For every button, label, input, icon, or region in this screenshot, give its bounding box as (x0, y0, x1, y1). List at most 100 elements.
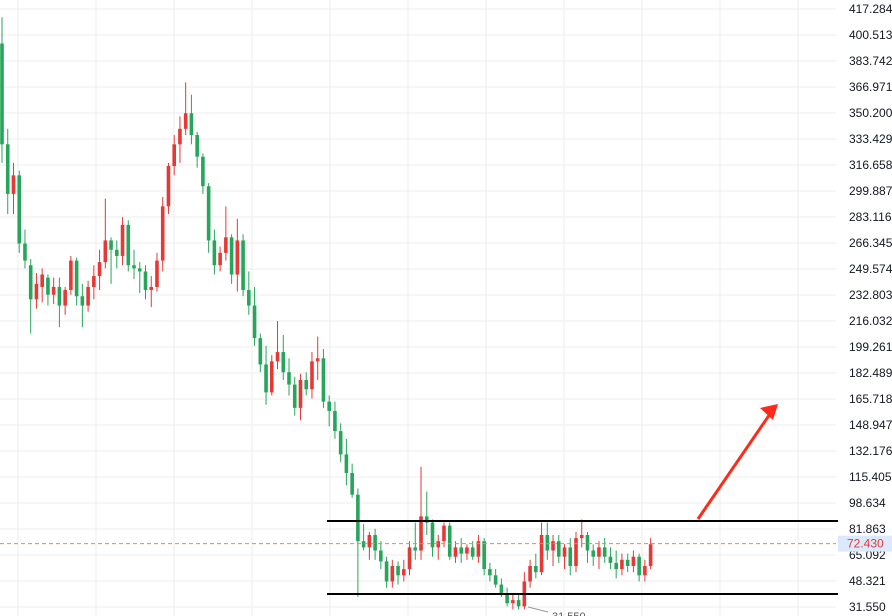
candle-body (597, 547, 601, 557)
candle-body (574, 538, 578, 566)
candle-body (361, 541, 366, 548)
y-tick-label: 165.718 (849, 392, 892, 406)
candle-body (137, 268, 142, 272)
y-tick-label: 232.803 (849, 288, 892, 302)
candle-body (585, 534, 590, 551)
candle-body (367, 534, 372, 548)
y-tick-label: 115.405 (849, 470, 892, 484)
candle-body (34, 283, 39, 300)
candle-body (132, 265, 136, 269)
candle-body (637, 556, 641, 576)
candle-body (46, 277, 50, 295)
candle-body (143, 271, 148, 291)
candle-body (189, 113, 194, 136)
candle-body (28, 265, 33, 300)
candle-body (120, 224, 125, 256)
candle-body (224, 237, 228, 253)
candle-body (23, 243, 27, 261)
breakout-arrow-shaft (696, 410, 774, 520)
candle-body (430, 522, 435, 548)
candle-body (172, 144, 176, 167)
candle-body (476, 541, 481, 557)
candle-body (315, 358, 320, 362)
candle-body (625, 559, 630, 566)
candle-body (338, 431, 343, 455)
candle-body (436, 541, 441, 548)
candle-body (86, 286, 90, 306)
candle-body (292, 384, 297, 408)
candle-body (287, 372, 291, 385)
candle-body (160, 206, 165, 261)
candle-body (5, 144, 10, 194)
candle-body (562, 547, 567, 557)
y-tick-label: 216.032 (849, 314, 892, 328)
candle-body (465, 547, 469, 554)
candle-body (442, 525, 446, 542)
candle-body (516, 600, 521, 607)
candle-body (212, 240, 217, 266)
candle-body (447, 525, 452, 557)
candle-body (321, 358, 326, 402)
candle-body (602, 547, 607, 557)
candle-body (470, 547, 475, 557)
candle-body (103, 240, 108, 263)
candle-body (493, 575, 498, 585)
y-tick-label: 249.574 (849, 262, 892, 276)
candle-body (556, 541, 561, 557)
candle-body (310, 361, 314, 390)
candle-body (126, 224, 131, 266)
candle-body (74, 260, 79, 297)
candle-body (218, 252, 222, 266)
candle-body (235, 240, 240, 275)
candle-body (80, 296, 85, 306)
y-tick-label: 182.489 (849, 366, 892, 380)
candle-body (40, 274, 44, 287)
candle-body (402, 569, 406, 576)
last-price-label: 72.430 (847, 537, 884, 551)
candle-body (92, 276, 96, 287)
candle-body (149, 286, 154, 291)
candle-body (57, 286, 62, 306)
candle-body (614, 562, 618, 570)
breakout-arrow-head (760, 404, 778, 420)
candles (0, 17, 653, 610)
candle-body (396, 565, 400, 576)
y-tick-label: 333.429 (849, 132, 892, 146)
y-tick-label: 400.513 (849, 28, 892, 42)
candle-body (155, 260, 159, 287)
candle-body (390, 565, 395, 582)
candle-body (545, 534, 550, 551)
candle-body (51, 286, 56, 295)
y-tick-label: 148.947 (849, 418, 892, 432)
candle-body (350, 472, 354, 495)
candle-body (379, 550, 383, 562)
candle-body (269, 361, 274, 393)
y-tick-label: 132.176 (849, 444, 892, 458)
candle-body (424, 516, 429, 523)
y-tick-label: 31.550 (849, 600, 886, 614)
candle-body (201, 156, 205, 187)
candle-body (264, 364, 268, 393)
candle-body (631, 556, 636, 566)
candle-body (419, 516, 423, 551)
candle-body (344, 454, 349, 473)
candle-body (115, 249, 119, 256)
candle-body (17, 175, 22, 244)
candle-body (298, 379, 303, 408)
last-price-badge (838, 535, 892, 552)
candle-body (384, 561, 389, 582)
candle-body (488, 569, 492, 576)
candle-body (539, 534, 544, 573)
candle-body (69, 260, 73, 291)
candle-body (568, 547, 573, 566)
candle-body (0, 43, 4, 145)
candle-body (620, 559, 624, 570)
candle-body (453, 547, 458, 557)
candle-body (166, 166, 171, 207)
candle-body (229, 237, 234, 275)
y-tick-label: 283.116 (849, 210, 892, 224)
candle-body (333, 410, 337, 432)
candle-body (505, 593, 509, 604)
